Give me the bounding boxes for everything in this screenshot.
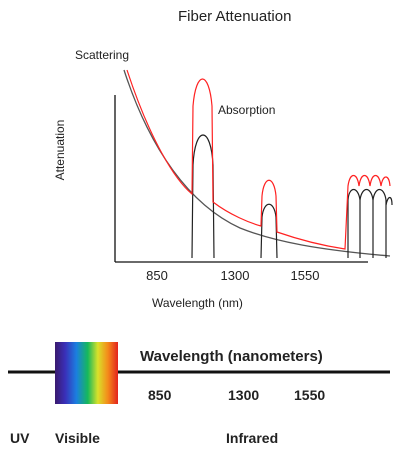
visible-label: Visible — [55, 430, 100, 446]
scattering-annotation: Scattering — [75, 48, 130, 62]
x-tick-1550: 1550 — [290, 268, 320, 283]
spectrum-tick-1550: 1550 — [294, 387, 326, 403]
infrared-label: Infrared — [226, 430, 279, 446]
spectrum-tick-1300: 1300 — [228, 387, 260, 403]
absorption-peak-2 — [260, 203, 278, 259]
visible-spectrum-band — [55, 342, 118, 404]
uv-label: UV — [10, 430, 30, 446]
x-tick-1300: 1300 — [220, 268, 250, 283]
chart-title: Fiber Attenuation — [178, 8, 292, 25]
x-tick-850: 850 — [146, 268, 168, 283]
absorption-peak-4 — [359, 188, 374, 258]
spectrum-title: Wavelength (nanometers) — [140, 348, 323, 365]
absorption-peak-6 — [385, 196, 393, 206]
spectrum-tick-850: 850 — [148, 387, 172, 403]
scattering-curve — [123, 69, 391, 257]
x-axis-label: Wavelength (nm) — [152, 296, 243, 310]
absorption-peak-3 — [347, 188, 361, 258]
absorption-annotation: Absorption — [218, 103, 276, 117]
total-attenuation-curve — [126, 69, 391, 250]
absorption-peak-5 — [372, 188, 387, 258]
